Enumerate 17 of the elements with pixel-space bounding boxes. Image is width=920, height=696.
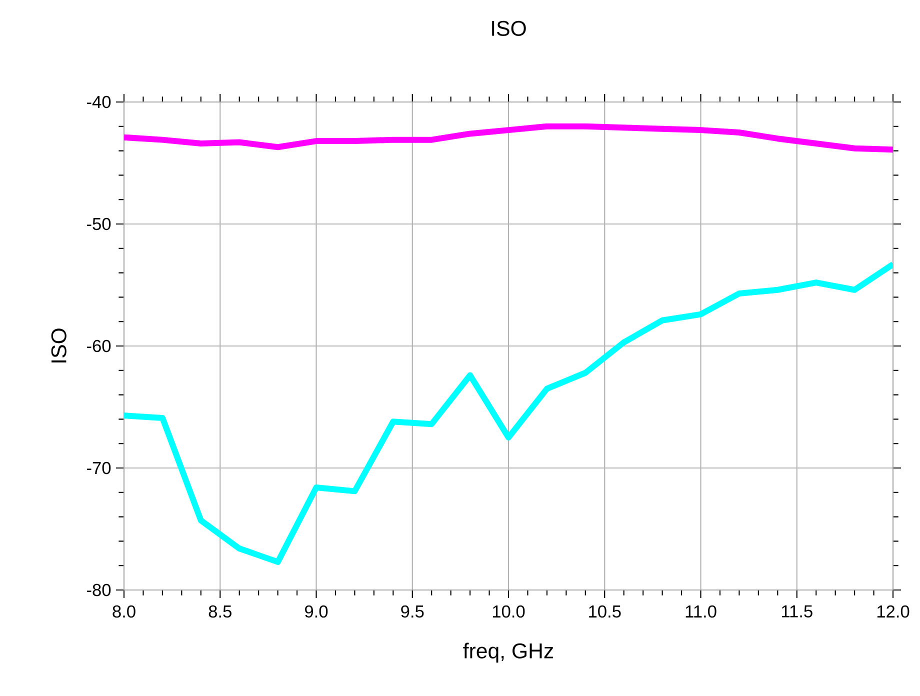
y-axis-title: ISO — [51, 328, 66, 362]
x-tick-label: 11.0 — [686, 605, 716, 618]
x-tick-label: 12.0 — [877, 605, 910, 618]
x-tick-label: 9.5 — [401, 605, 424, 618]
y-tick-label: -40 — [87, 96, 111, 108]
x-tick-label: 10.0 — [492, 605, 525, 618]
x-tick-label: 11.5 — [782, 605, 812, 618]
y-tick-label: -80 — [87, 584, 111, 596]
y-tick-label: -60 — [87, 340, 111, 352]
x-tick-label: 8.0 — [112, 605, 136, 618]
y-tick-label: -70 — [87, 462, 111, 474]
x-axis-title: freq, GHz — [463, 642, 554, 663]
y-tick-label: -50 — [87, 218, 111, 230]
x-tick-label: 8.5 — [208, 605, 232, 618]
x-tick-label: 9.0 — [305, 605, 328, 618]
chart-title: ISO — [492, 20, 526, 36]
x-tick-label: 10.5 — [589, 605, 621, 618]
